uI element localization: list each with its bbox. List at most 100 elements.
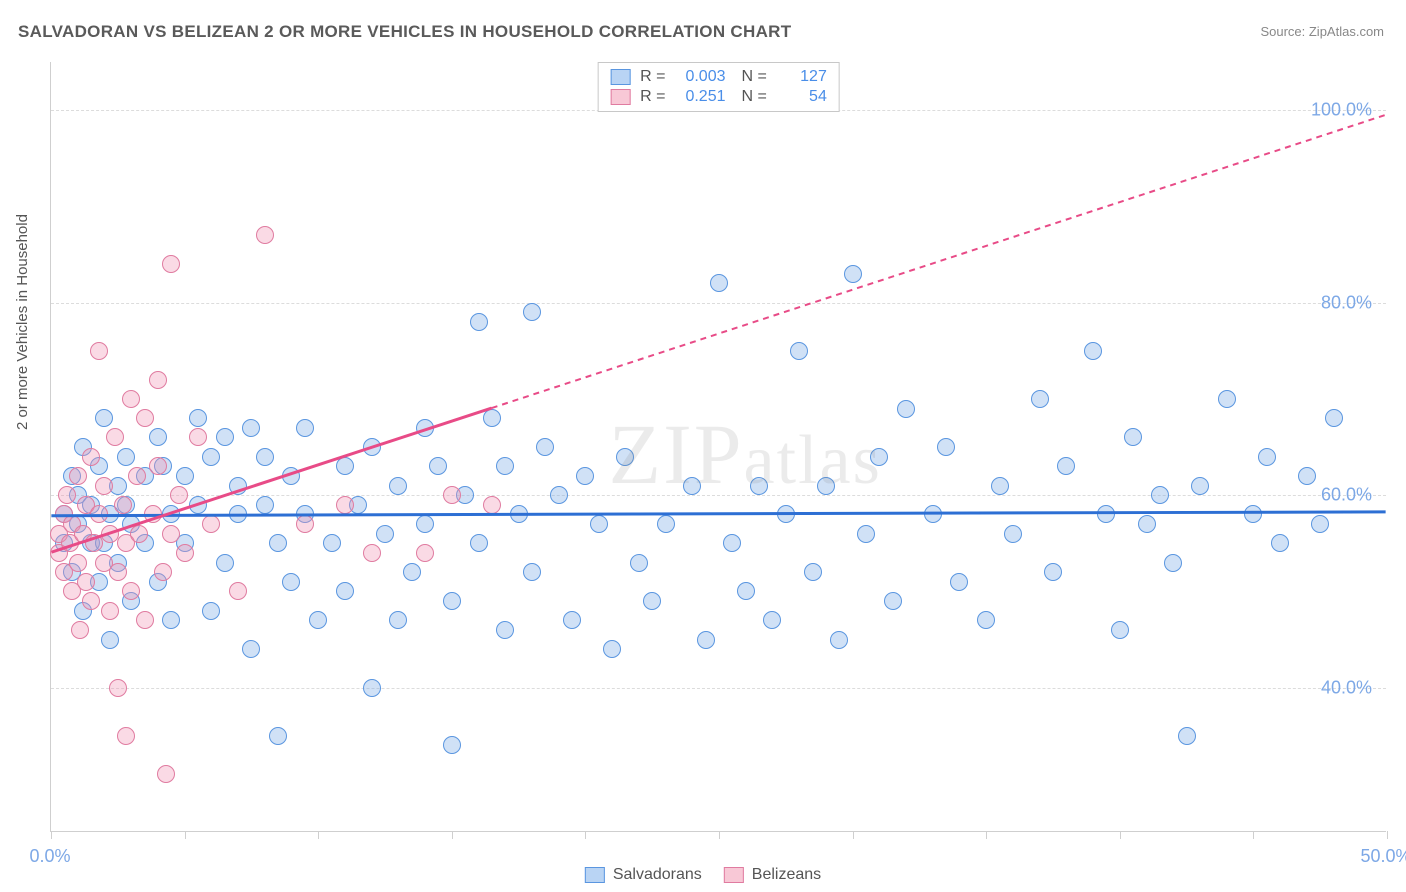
data-point xyxy=(389,611,407,629)
data-point xyxy=(817,477,835,495)
data-point xyxy=(130,525,148,543)
x-tick xyxy=(318,831,319,839)
gridline-h xyxy=(51,495,1386,496)
data-point xyxy=(202,515,220,533)
data-point xyxy=(296,515,314,533)
data-point xyxy=(496,457,514,475)
data-point xyxy=(149,457,167,475)
legend-swatch xyxy=(724,867,744,883)
data-point xyxy=(269,727,287,745)
data-point xyxy=(523,563,541,581)
legend-n-value: 127 xyxy=(777,68,827,86)
data-point xyxy=(1325,409,1343,427)
data-point xyxy=(416,515,434,533)
data-point xyxy=(77,573,95,591)
data-point xyxy=(523,303,541,321)
data-point xyxy=(136,409,154,427)
data-point xyxy=(154,563,172,581)
legend-r-label: R = xyxy=(640,68,665,86)
data-point xyxy=(109,679,127,697)
data-point xyxy=(202,602,220,620)
data-point xyxy=(603,640,621,658)
data-point xyxy=(1097,505,1115,523)
data-point xyxy=(496,621,514,639)
gridline-h xyxy=(51,688,1386,689)
data-point xyxy=(1298,467,1316,485)
data-point xyxy=(149,371,167,389)
data-point xyxy=(114,496,132,514)
data-point xyxy=(1311,515,1329,533)
data-point xyxy=(282,467,300,485)
data-point xyxy=(657,515,675,533)
data-point xyxy=(1111,621,1129,639)
data-point xyxy=(363,438,381,456)
data-point xyxy=(189,428,207,446)
data-point xyxy=(1124,428,1142,446)
data-point xyxy=(256,448,274,466)
data-point xyxy=(924,505,942,523)
legend-correlation: R =0.003N =127R =0.251N =54 xyxy=(597,62,840,112)
data-point xyxy=(95,409,113,427)
data-point xyxy=(336,582,354,600)
data-point xyxy=(162,525,180,543)
legend-r-value: 0.003 xyxy=(676,68,726,86)
data-point xyxy=(242,419,260,437)
data-point xyxy=(857,525,875,543)
data-point xyxy=(176,467,194,485)
x-tick-label: 0.0% xyxy=(29,846,70,867)
data-point xyxy=(1191,477,1209,495)
data-point xyxy=(416,419,434,437)
data-point xyxy=(128,467,146,485)
data-point xyxy=(483,496,501,514)
data-point xyxy=(643,592,661,610)
data-point xyxy=(750,477,768,495)
data-point xyxy=(697,631,715,649)
data-point xyxy=(216,554,234,572)
x-tick xyxy=(1120,831,1121,839)
data-point xyxy=(1258,448,1276,466)
chart-title: SALVADORAN VS BELIZEAN 2 OR MORE VEHICLE… xyxy=(18,22,791,42)
source-label: Source: ZipAtlas.com xyxy=(1260,24,1384,39)
data-point xyxy=(1218,390,1236,408)
data-point xyxy=(804,563,822,581)
data-point xyxy=(162,505,180,523)
data-point xyxy=(176,544,194,562)
data-point xyxy=(1044,563,1062,581)
y-axis-label: 2 or more Vehicles in Household xyxy=(14,214,31,430)
data-point xyxy=(376,525,394,543)
x-tick xyxy=(853,831,854,839)
legend-n-label: N = xyxy=(742,88,767,106)
data-point xyxy=(510,505,528,523)
data-point xyxy=(590,515,608,533)
data-point xyxy=(443,592,461,610)
data-point xyxy=(202,448,220,466)
x-tick xyxy=(51,831,52,839)
data-point xyxy=(550,486,568,504)
data-point xyxy=(229,477,247,495)
data-point xyxy=(723,534,741,552)
data-point xyxy=(429,457,447,475)
x-tick xyxy=(1253,831,1254,839)
data-point xyxy=(1084,342,1102,360)
data-point xyxy=(106,428,124,446)
data-point xyxy=(95,477,113,495)
data-point xyxy=(937,438,955,456)
data-point xyxy=(710,274,728,292)
data-point xyxy=(870,448,888,466)
data-point xyxy=(149,428,167,446)
data-point xyxy=(336,496,354,514)
plot-area: ZIPatlas R =0.003N =127R =0.251N =54 40.… xyxy=(50,62,1386,832)
x-tick-label: 50.0% xyxy=(1360,846,1406,867)
data-point xyxy=(323,534,341,552)
data-point xyxy=(101,631,119,649)
data-point xyxy=(790,342,808,360)
legend-row: R =0.003N =127 xyxy=(610,67,827,87)
legend-label: Belizeans xyxy=(752,866,821,884)
y-tick-label: 60.0% xyxy=(1321,485,1372,506)
data-point xyxy=(1244,505,1262,523)
data-point xyxy=(189,496,207,514)
data-point xyxy=(630,554,648,572)
data-point xyxy=(162,255,180,273)
legend-r-label: R = xyxy=(640,88,665,106)
x-tick xyxy=(585,831,586,839)
